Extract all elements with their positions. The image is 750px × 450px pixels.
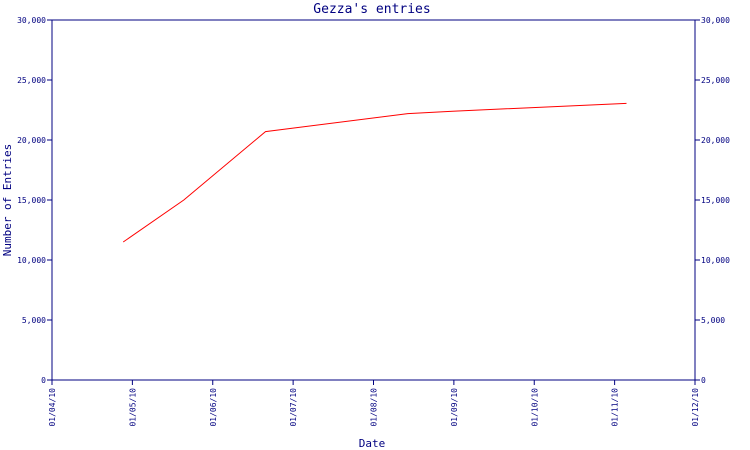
x-tick-label: 01/11/10 <box>611 388 620 427</box>
x-tick-label: 01/06/10 <box>209 388 218 427</box>
y-tick-label-right: 5,000 <box>701 316 725 325</box>
x-tick-label: 01/09/10 <box>450 388 459 427</box>
y-tick-label-right: 30,000 <box>701 16 730 25</box>
y-axis-label: Number of Entries <box>1 144 14 257</box>
y-tick-label-right: 25,000 <box>701 76 730 85</box>
y-tick-label-left: 20,000 <box>17 136 46 145</box>
series-line <box>122 102 627 243</box>
y-tick-label-left: 15,000 <box>17 196 46 205</box>
x-tick-label: 01/10/10 <box>530 388 539 427</box>
y-tick-label-right: 20,000 <box>701 136 730 145</box>
x-tick-label: 01/04/10 <box>48 388 57 427</box>
x-tick-label: 01/05/10 <box>128 388 137 427</box>
x-axis-label: Date <box>359 437 386 450</box>
x-tick-label: 01/07/10 <box>289 388 298 427</box>
y-tick-label-right: 10,000 <box>701 256 730 265</box>
y-tick-label-left: 30,000 <box>17 16 46 25</box>
x-tick-label: 01/08/10 <box>370 388 379 427</box>
y-tick-label-left: 0 <box>41 376 46 385</box>
chart-title: Gezza's entries <box>313 2 430 17</box>
plot-area: 0 0 5,000 5,000 10,000 10,000 15,000 15,000 20,0… <box>17 16 730 427</box>
y-tick-label-left: 25,000 <box>17 76 46 85</box>
y-tick-label-left: 10,000 <box>17 256 46 265</box>
x-tick-label: 01/12/10 <box>691 388 700 427</box>
y-tick-label-right: 15,000 <box>701 196 730 205</box>
plot-frame <box>51 19 696 381</box>
y-tick-label-right: 0 <box>701 376 706 385</box>
y-tick-label-left: 5,000 <box>22 316 46 325</box>
